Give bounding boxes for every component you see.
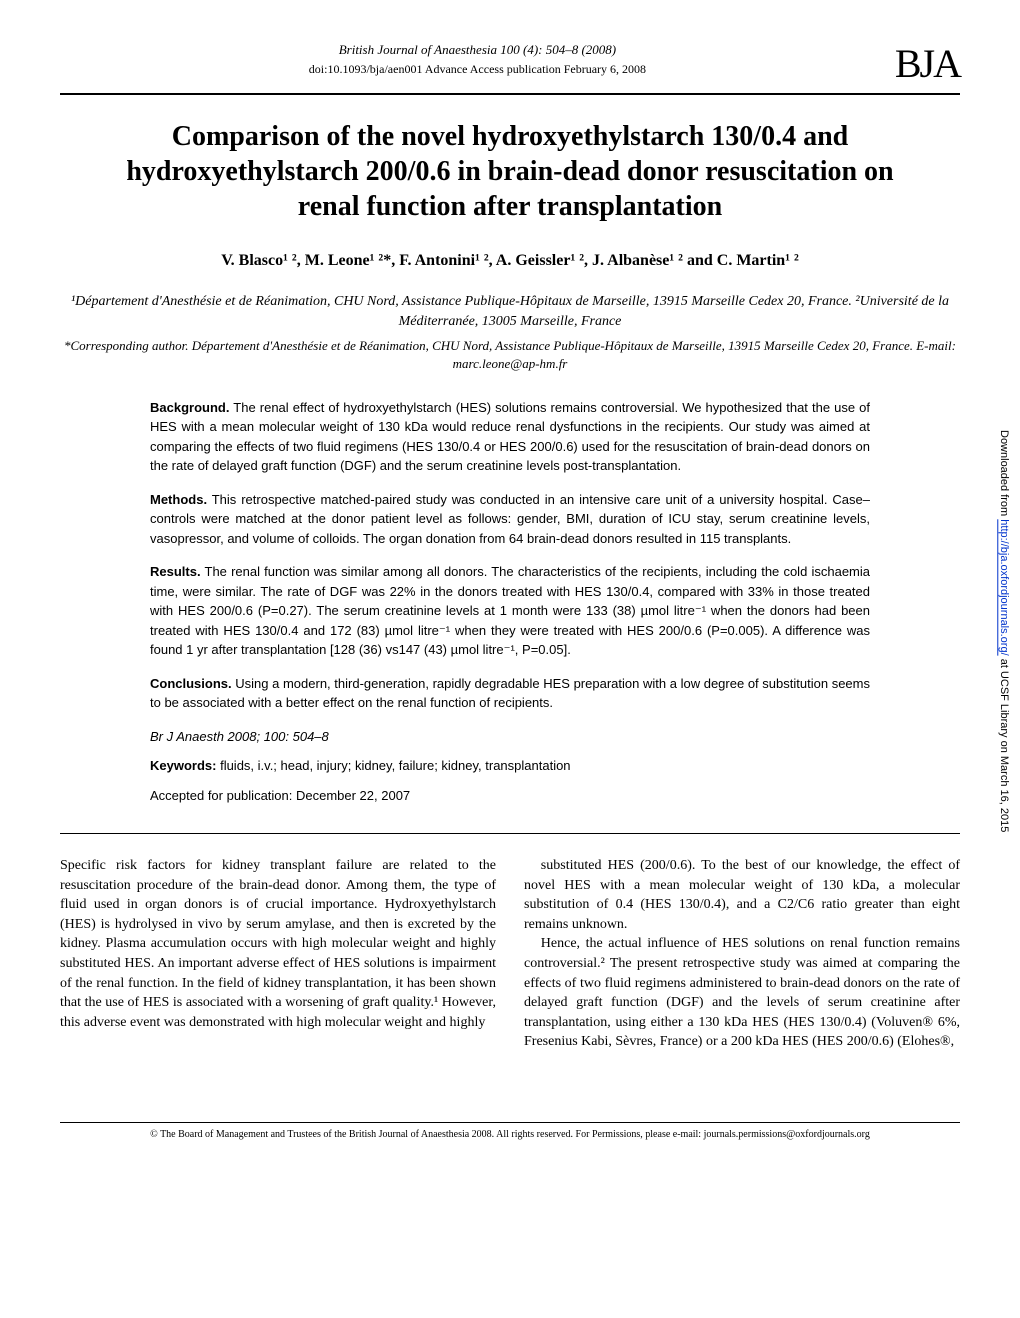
journal-name-line: British Journal of Anaesthesia 100 (4): …	[60, 42, 895, 58]
sidebar-link[interactable]: http://bja.oxfordjournals.org/	[998, 519, 1010, 655]
abstract-accepted: Accepted for publication: December 22, 2…	[150, 786, 870, 806]
body-p1: Specific risk factors for kidney transpl…	[60, 856, 496, 1032]
journal-doi-line: doi:10.1093/bja/aen001 Advance Access pu…	[60, 62, 895, 77]
abstract-results: Results. The renal function was similar …	[150, 562, 870, 660]
header-bar: British Journal of Anaesthesia 100 (4): …	[60, 40, 960, 95]
body-p3: Hence, the actual influence of HES solut…	[524, 934, 960, 1052]
keywords-label: Keywords:	[150, 758, 216, 773]
methods-label: Methods.	[150, 492, 207, 507]
abstract-block: Background. The renal effect of hydroxye…	[150, 398, 870, 806]
abstract-citation: Br J Anaesth 2008; 100: 504–8	[150, 727, 870, 747]
bja-logo: BJA	[895, 40, 960, 87]
results-text: The renal function was similar among all…	[150, 564, 870, 657]
conclusions-text: Using a modern, third-generation, rapidl…	[150, 676, 870, 711]
article-title: Comparison of the novel hydroxyethylstar…	[100, 119, 920, 224]
affiliations: ¹Département d'Anesthésie et de Réanimat…	[60, 292, 960, 331]
abstract-methods: Methods. This retrospective matched-pair…	[150, 490, 870, 549]
sidebar-prefix: Downloaded from	[998, 430, 1010, 519]
copyright-footer: © The Board of Management and Trustees o…	[60, 1122, 960, 1140]
sidebar-suffix: at UCSF Library on March 16, 2015	[998, 656, 1010, 833]
header-meta-block: British Journal of Anaesthesia 100 (4): …	[60, 42, 895, 87]
background-text: The renal effect of hydroxyethylstarch (…	[150, 400, 870, 474]
body-p2: substituted HES (200/0.6). To the best o…	[524, 856, 960, 934]
background-label: Background.	[150, 400, 229, 415]
abstract-conclusions: Conclusions. Using a modern, third-gener…	[150, 674, 870, 713]
download-sidebar: Downloaded from http://bja.oxfordjournal…	[998, 430, 1010, 832]
conclusions-label: Conclusions.	[150, 676, 232, 691]
corresponding-author: *Corresponding author. Département d'Ane…	[60, 337, 960, 373]
keywords-text: fluids, i.v.; head, injury; kidney, fail…	[216, 758, 570, 773]
abstract-background: Background. The renal effect of hydroxye…	[150, 398, 870, 476]
results-label: Results.	[150, 564, 201, 579]
body-columns: Specific risk factors for kidney transpl…	[60, 856, 960, 1052]
divider	[60, 833, 960, 834]
abstract-keywords: Keywords: fluids, i.v.; head, injury; ki…	[150, 756, 870, 776]
authors-line: V. Blasco¹ ², M. Leone¹ ²*, F. Antonini¹…	[60, 252, 960, 270]
methods-text: This retrospective matched-paired study …	[150, 492, 870, 546]
